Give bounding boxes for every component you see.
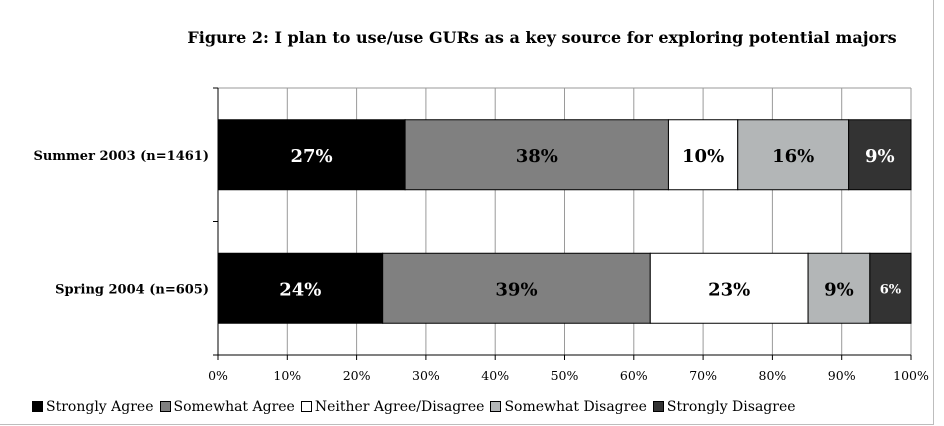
bar-segment <box>382 252 651 324</box>
x-tick-label: 40% <box>481 368 509 383</box>
legend-item: Strongly Disagree <box>652 399 796 415</box>
bar-segment <box>404 119 669 191</box>
legend-swatch <box>490 401 502 412</box>
chart-title: Figure 2: I plan to use/use GURs as a ke… <box>187 28 897 47</box>
x-tick-label: 90% <box>828 368 856 383</box>
data-label: 9% <box>824 279 854 300</box>
data-label: 10% <box>682 146 724 167</box>
chart-legend: Strongly Agree Somewhat Agree Neither Agre… <box>32 399 802 415</box>
bar-segment <box>649 252 809 324</box>
legend-label: Neither Agree/Disagree <box>314 399 485 415</box>
legend-label: Strongly Disagree <box>666 399 796 415</box>
legend-swatch <box>300 401 312 412</box>
data-label: 38% <box>516 146 558 167</box>
legend-swatch <box>159 401 171 412</box>
legend-item: Somewhat Agree <box>159 399 295 415</box>
category-label: Spring 2004 (n=605) <box>55 282 209 297</box>
data-label: 23% <box>708 279 750 300</box>
data-label: 16% <box>772 146 814 167</box>
data-label: 27% <box>290 146 332 167</box>
legend-item: Strongly Agree <box>32 399 154 415</box>
legend-label: Somewhat Disagree <box>504 399 647 415</box>
legend-label: Strongly Agree <box>46 399 154 415</box>
legend-item: Somewhat Disagree <box>490 399 647 415</box>
x-tick-label: 0% <box>208 368 228 383</box>
bar-segment <box>807 252 871 324</box>
data-label: 6% <box>880 282 902 297</box>
data-label: 24% <box>279 279 321 300</box>
bar-segment <box>667 119 739 191</box>
legend-label: Somewhat Agree <box>173 399 295 415</box>
x-tick-label: 60% <box>620 368 648 383</box>
x-tick-label: 70% <box>689 368 717 383</box>
x-tick-label: 20% <box>343 368 371 383</box>
x-tick-label: 10% <box>273 368 301 383</box>
x-tick-label: 50% <box>551 368 579 383</box>
data-label: 39% <box>495 279 537 300</box>
legend-swatch <box>32 401 43 412</box>
x-tick-label: 80% <box>759 368 787 383</box>
x-tick-label: 100% <box>893 368 929 383</box>
bar-segment <box>217 252 384 324</box>
legend-swatch <box>652 401 664 412</box>
legend-item: Neither Agree/Disagree <box>300 399 485 415</box>
x-tick-label: 30% <box>412 368 440 383</box>
bar-segment <box>848 119 912 191</box>
data-label: 9% <box>865 146 895 167</box>
bar-segment <box>217 119 406 191</box>
category-label: Summer 2003 (n=1461) <box>33 149 209 164</box>
bar-segment <box>869 252 912 324</box>
